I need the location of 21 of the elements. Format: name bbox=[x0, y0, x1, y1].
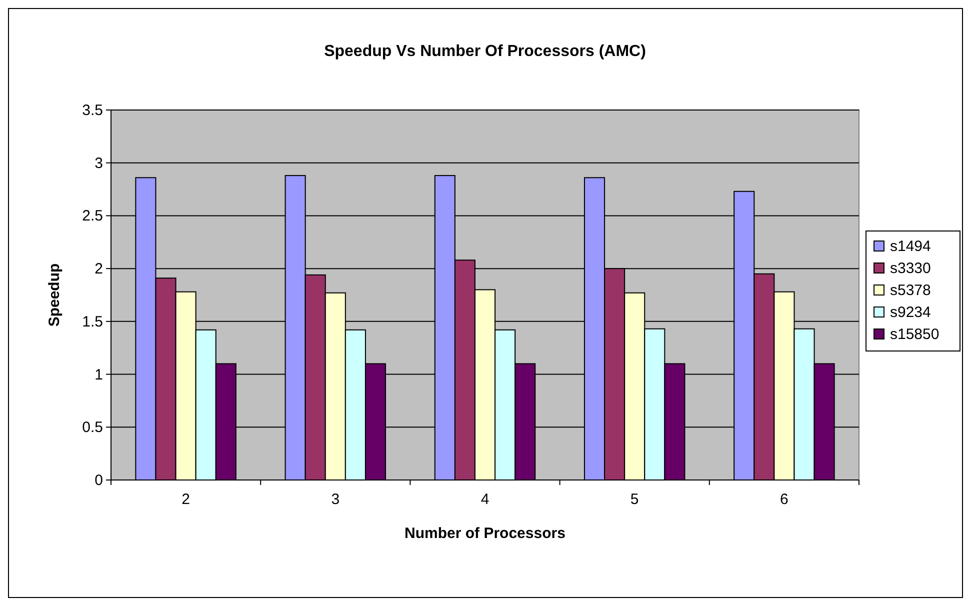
legend-label: s9234 bbox=[890, 304, 931, 321]
legend-label: s1494 bbox=[890, 238, 931, 255]
y-tick-label: 0.5 bbox=[82, 419, 103, 436]
y-tick-label: 2.5 bbox=[82, 208, 103, 225]
chart-title: Speedup Vs Number Of Processors (AMC) bbox=[324, 43, 646, 60]
y-tick-label: 1 bbox=[94, 366, 103, 384]
y-tick-label: 1.5 bbox=[82, 313, 103, 330]
x-tick-label: 3 bbox=[331, 491, 340, 508]
y-tick-label: 3.5 bbox=[82, 102, 103, 119]
y-axis-title: Speedup bbox=[46, 263, 63, 327]
legend-label: s3330 bbox=[890, 260, 931, 277]
x-axis-title: Number of Processors bbox=[404, 525, 566, 542]
x-tick-label: 2 bbox=[182, 491, 190, 508]
y-tick-label: 3 bbox=[94, 154, 103, 172]
legend-label: s15850 bbox=[890, 326, 940, 343]
x-tick-label: 4 bbox=[480, 491, 490, 508]
y-tick-label: 2 bbox=[94, 260, 103, 278]
x-tick-label: 5 bbox=[630, 491, 639, 508]
x-tick-label: 6 bbox=[780, 491, 788, 508]
legend-label: s5378 bbox=[890, 282, 931, 299]
y-tick-label: 0 bbox=[94, 472, 103, 489]
